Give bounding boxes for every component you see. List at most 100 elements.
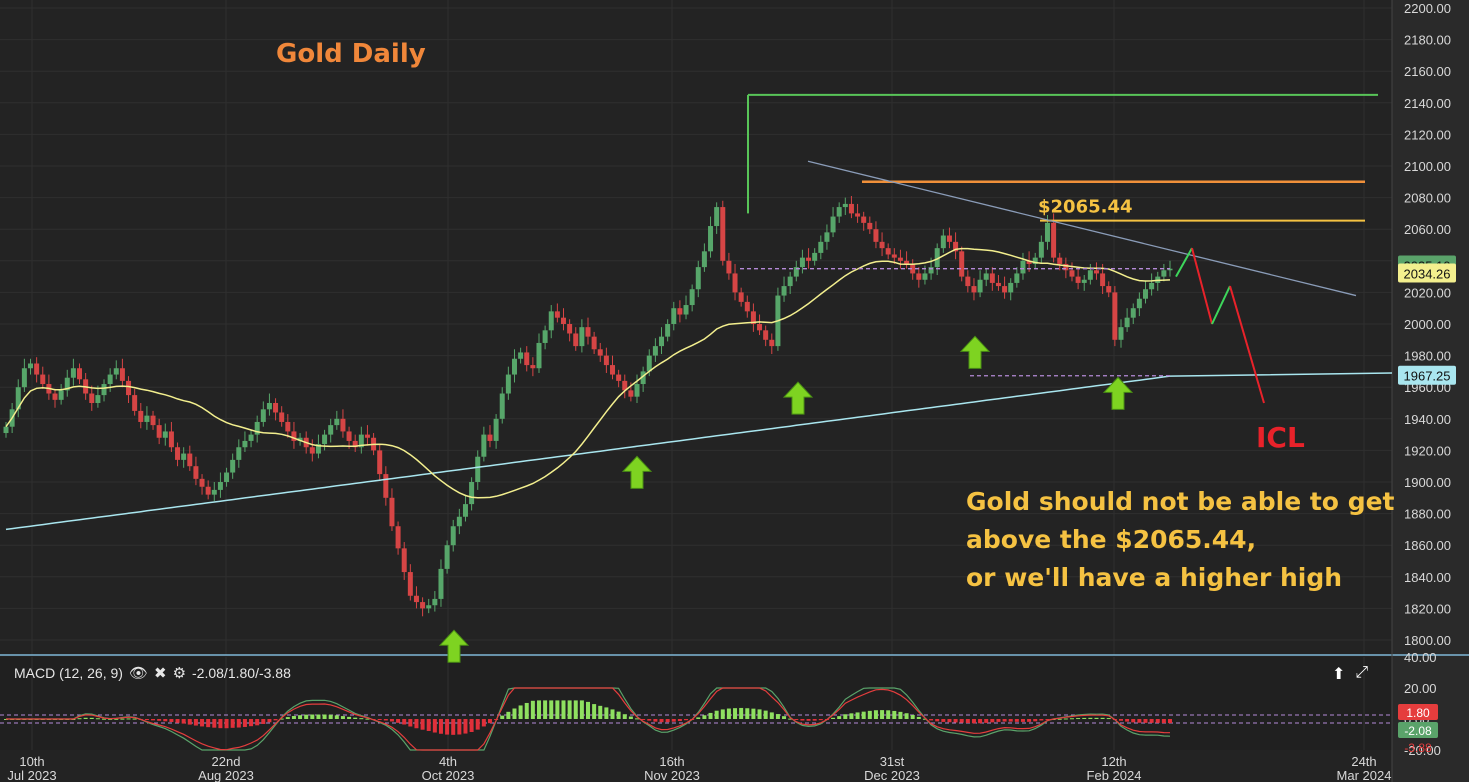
macd-hist-bar bbox=[524, 702, 529, 719]
macd-hist-bar bbox=[635, 718, 640, 720]
macd-hist-bar bbox=[696, 717, 701, 719]
candle-body bbox=[726, 260, 732, 274]
annotation-line: or we'll have a higher high bbox=[966, 563, 1342, 592]
macd-hist-bar bbox=[132, 718, 137, 720]
candle-body bbox=[1051, 222, 1057, 258]
annotation-line: above the $2065.44, bbox=[966, 525, 1256, 554]
macd-hist-bar bbox=[837, 716, 842, 719]
candle-body bbox=[273, 403, 279, 413]
candle-body bbox=[211, 489, 217, 495]
gear-icon[interactable]: ⚙ bbox=[172, 665, 187, 682]
candle-body bbox=[15, 387, 21, 410]
macd-hist-bar bbox=[126, 718, 131, 720]
macd-hist-bar bbox=[892, 710, 897, 719]
candle-body bbox=[695, 267, 701, 290]
candle-body bbox=[904, 260, 910, 264]
candle-body bbox=[1142, 289, 1148, 299]
macd-hist-bar bbox=[1155, 719, 1160, 723]
expand-icon[interactable]: ⤢ bbox=[1355, 664, 1369, 681]
candle-body bbox=[812, 252, 818, 261]
macd-hist-bar bbox=[1045, 719, 1050, 720]
candle-body bbox=[1069, 270, 1075, 277]
macd-hist-bar bbox=[757, 709, 762, 719]
candle-body bbox=[150, 415, 156, 426]
candle-body bbox=[665, 324, 671, 337]
candle-body bbox=[683, 305, 689, 315]
macd-hist-bar bbox=[457, 719, 462, 735]
macd-hist-bar bbox=[316, 714, 321, 719]
candle-body bbox=[383, 474, 389, 498]
macd-hist-bar bbox=[592, 704, 597, 719]
eye-icon[interactable]: 👁 bbox=[128, 665, 148, 682]
candle-body bbox=[34, 363, 40, 375]
macd-hist-bar bbox=[751, 708, 756, 719]
candle-body bbox=[567, 324, 573, 334]
macd-hist-bar bbox=[144, 719, 149, 720]
macd-hist-bar bbox=[996, 719, 1001, 722]
macd-hist-bar bbox=[775, 714, 780, 719]
macd-pane-controls: ⬆ ⤢ bbox=[1332, 664, 1368, 684]
macd-hist-bar bbox=[922, 718, 927, 720]
candle-body bbox=[1026, 260, 1032, 264]
close-icon[interactable]: ✖ bbox=[153, 665, 167, 682]
x-tick-month: Oct 2023 bbox=[422, 768, 475, 782]
candle-body bbox=[1002, 286, 1008, 293]
y-tick-label: 2160.00 bbox=[1404, 64, 1451, 79]
macd-hist-bar bbox=[1076, 718, 1081, 720]
candle-body bbox=[462, 504, 468, 517]
candle-body bbox=[781, 286, 787, 296]
macd-hist-bar bbox=[377, 719, 382, 720]
x-tick-month: Jul 2023 bbox=[7, 768, 56, 782]
candle-body bbox=[260, 409, 266, 422]
macd-hist-bar bbox=[543, 700, 548, 719]
macd-hist-bar bbox=[898, 711, 903, 719]
macd-hist-bar bbox=[530, 700, 535, 719]
candle-body bbox=[297, 437, 303, 441]
candle-body bbox=[1063, 263, 1069, 271]
macd-tick-label: 20.00 bbox=[1404, 681, 1437, 696]
candle-body bbox=[315, 444, 321, 454]
macd-hist-bar bbox=[334, 715, 339, 719]
candle-body bbox=[855, 213, 861, 217]
macd-hist-bar bbox=[1069, 718, 1074, 720]
y-tick-label: 1860.00 bbox=[1404, 538, 1451, 553]
macd-hist-bar bbox=[782, 716, 787, 719]
macd-hist-bar bbox=[880, 710, 885, 719]
macd-hist-bar bbox=[273, 719, 278, 721]
candle-body bbox=[193, 466, 199, 479]
macd-hist-bar bbox=[481, 719, 486, 727]
candle-body bbox=[107, 374, 113, 385]
macd-hist-bar bbox=[1137, 719, 1142, 723]
macd-hist-bar bbox=[708, 712, 713, 719]
candle-body bbox=[144, 415, 150, 422]
macd-hist-bar bbox=[402, 719, 407, 725]
candle-body bbox=[340, 418, 346, 432]
candle-body bbox=[224, 472, 230, 482]
candle-body bbox=[671, 308, 677, 324]
macd-hist-bar bbox=[555, 700, 560, 719]
y-tick-label: 1980.00 bbox=[1404, 349, 1451, 364]
ma50-line bbox=[5, 247, 1171, 499]
macd-hist-badge: -3.88 bbox=[1404, 741, 1432, 755]
move-up-icon[interactable]: ⬆ bbox=[1332, 666, 1346, 683]
candle-body bbox=[64, 377, 70, 391]
candle-body bbox=[21, 368, 27, 388]
macd-values: -2.08/1.80/-3.88 bbox=[192, 665, 291, 681]
candle-body bbox=[1106, 286, 1112, 293]
macd-hist-bar bbox=[990, 719, 995, 723]
macd-hist-bar bbox=[347, 716, 352, 719]
candle-body bbox=[1032, 257, 1038, 264]
macd-hist-bar bbox=[169, 719, 174, 722]
candle-body bbox=[499, 393, 505, 419]
macd-hist-bar bbox=[95, 718, 100, 720]
y-tick-label: 2080.00 bbox=[1404, 191, 1451, 206]
candle-body bbox=[230, 459, 236, 473]
macd-hist-bar bbox=[739, 707, 744, 719]
macd-hist-bar bbox=[671, 719, 676, 722]
main-plot-bg bbox=[0, 0, 1392, 655]
macd-hist-bar bbox=[469, 719, 474, 732]
macd-hist-bar bbox=[653, 719, 658, 722]
macd-hist-bar bbox=[206, 719, 211, 728]
candle-body bbox=[652, 346, 658, 356]
y-tick-label: 2200.00 bbox=[1404, 1, 1451, 16]
